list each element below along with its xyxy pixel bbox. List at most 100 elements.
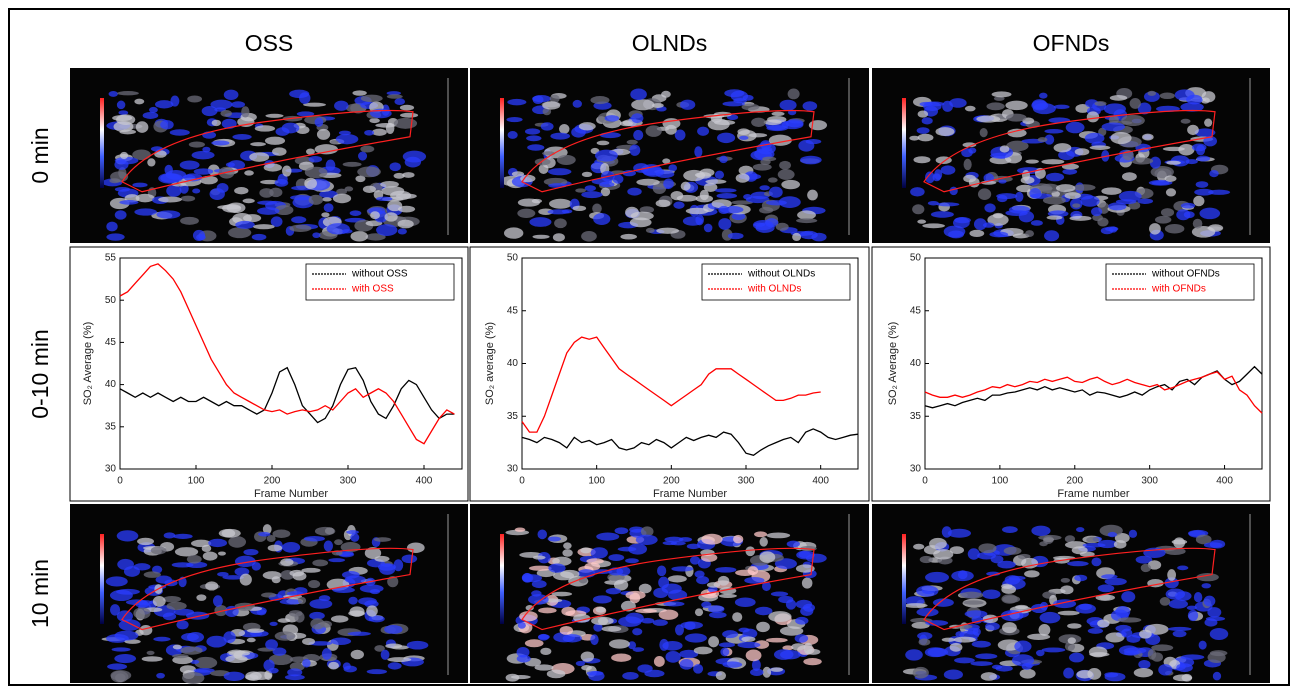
image-texture [680, 181, 691, 191]
image-texture [1122, 172, 1137, 181]
image-texture [1025, 230, 1035, 238]
image-texture [118, 110, 129, 116]
image-texture [1041, 647, 1066, 653]
image-texture [316, 128, 331, 140]
image-texture [697, 126, 710, 136]
image-texture [176, 620, 189, 630]
image-texture [1037, 137, 1048, 143]
image-texture [516, 654, 531, 663]
image-texture [244, 170, 254, 176]
image-texture [187, 95, 203, 103]
image-texture [118, 619, 141, 631]
image-texture [593, 213, 611, 225]
image-texture [106, 221, 118, 232]
image-texture [777, 169, 795, 180]
image-texture [716, 193, 738, 199]
image-texture [323, 540, 333, 552]
image-texture [266, 534, 276, 543]
image-texture [309, 611, 325, 620]
image-texture [265, 639, 279, 650]
image-texture [1087, 627, 1104, 634]
image-texture [578, 122, 596, 131]
image-texture [663, 178, 674, 190]
image-texture [922, 223, 945, 229]
image-texture [251, 562, 261, 571]
image-texture [990, 555, 1004, 564]
x-tick-label: 0 [519, 476, 525, 487]
image-texture [332, 193, 352, 204]
image-texture [694, 570, 705, 578]
x-axis-label: Frame Number [653, 488, 727, 500]
image-texture [1027, 633, 1051, 640]
image-texture [785, 599, 797, 610]
image-texture [301, 567, 321, 573]
y-tick-label: 50 [910, 253, 922, 264]
image-texture [552, 233, 565, 242]
image-texture [925, 620, 949, 626]
series-line [119, 366, 455, 424]
image-texture [808, 120, 828, 131]
image-texture [192, 229, 206, 241]
image-texture [199, 175, 218, 185]
image-texture [674, 129, 686, 141]
image-texture [913, 156, 931, 164]
image-texture [731, 212, 746, 221]
image-texture [717, 132, 736, 144]
image-texture [1147, 90, 1157, 96]
y-tick-label: 40 [910, 358, 922, 369]
image-texture [304, 166, 328, 179]
image-texture [673, 201, 685, 209]
image-texture [182, 671, 205, 684]
image-texture [1135, 555, 1153, 564]
image-texture [929, 537, 947, 550]
image-texture [1021, 557, 1039, 569]
image-texture [581, 171, 593, 178]
legend-label: with OSS [351, 284, 394, 295]
image-texture [1089, 145, 1111, 150]
image-texture [542, 107, 552, 116]
image-texture [306, 148, 315, 155]
image-texture [745, 546, 756, 557]
image-texture [110, 670, 132, 681]
image-texture [192, 188, 201, 194]
image-texture [718, 218, 732, 230]
image-texture [109, 604, 121, 616]
image-texture [935, 127, 955, 137]
legend-label: without OSS [351, 269, 408, 280]
image-texture [336, 188, 348, 195]
image-texture [979, 127, 988, 138]
image-texture [1008, 575, 1026, 581]
image-texture [917, 219, 927, 224]
image-texture [1003, 546, 1022, 555]
image-texture [608, 639, 630, 649]
image-texture [1039, 601, 1049, 611]
region-outline [121, 109, 414, 193]
image-texture [538, 634, 550, 640]
image-texture [1133, 668, 1154, 678]
image-texture [228, 536, 247, 548]
image-texture [1018, 210, 1035, 223]
image-texture [1130, 157, 1154, 165]
image-texture [653, 587, 669, 598]
image-texture [308, 194, 324, 205]
image-texture [143, 571, 161, 578]
image-texture [625, 206, 639, 218]
image-texture [573, 613, 591, 623]
image-texture [1108, 115, 1119, 124]
image-texture [364, 547, 382, 560]
image-texture [913, 543, 925, 550]
image-texture [196, 594, 207, 601]
x-tick-label: 400 [416, 476, 433, 487]
image-texture [118, 167, 127, 179]
image-texture [160, 173, 183, 183]
image-texture [993, 96, 1005, 101]
image-texture [1031, 100, 1049, 111]
image-texture [1084, 132, 1105, 144]
image-texture [1205, 616, 1226, 622]
image-texture [1138, 659, 1151, 669]
image-texture [1074, 574, 1088, 582]
image-texture [532, 95, 544, 104]
image-texture [678, 537, 693, 542]
image-texture [402, 172, 415, 178]
